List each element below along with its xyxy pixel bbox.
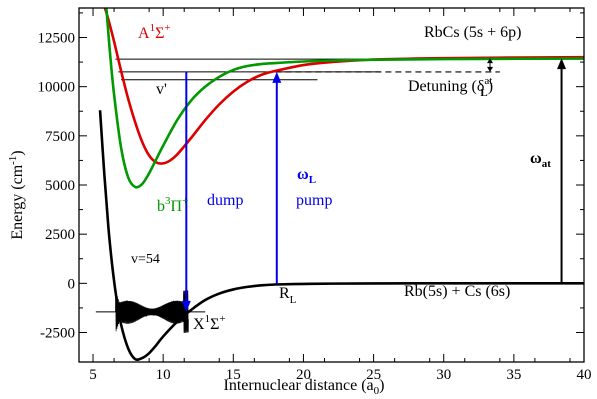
axis-ticks: 5 10 15 20 25 30 35 40 -2500 0 2500 5000 7500 10000 12… xyxy=(38,8,592,383)
state-a-label: A1Σ+ xyxy=(138,22,171,42)
x-axis-title: Internuclear distance (a0) xyxy=(224,377,385,397)
y-tick-label: 10000 xyxy=(38,80,76,96)
rl-label: RL xyxy=(279,285,297,306)
state-x-label: X1Σ+ xyxy=(193,313,226,333)
y-tick-label: -2500 xyxy=(40,326,75,342)
x-tick-label: 25 xyxy=(366,367,381,383)
dump-label: dump xyxy=(207,192,243,209)
x-tick-label: 40 xyxy=(577,367,592,383)
curves xyxy=(95,8,584,362)
state-b-label: b3Π+ xyxy=(157,195,188,215)
y-tick-label: 0 xyxy=(68,276,76,292)
omega-at-label: ωat xyxy=(530,150,551,170)
x-tick-label: 30 xyxy=(436,367,451,383)
asymptote-lower-label: Rb(5s) + Cs (6s) xyxy=(404,283,510,300)
omega-l-label: ωL xyxy=(297,166,316,186)
y-tick-label: 12500 xyxy=(38,31,76,47)
dump-arrow xyxy=(181,71,191,312)
y-tick-label: 2500 xyxy=(45,227,75,243)
x-tick-label: 5 xyxy=(89,367,97,383)
x-tick-label: 10 xyxy=(156,367,171,383)
x-tick-label: 15 xyxy=(226,367,241,383)
pump-label: pump xyxy=(296,192,332,209)
x-tick-label: 35 xyxy=(506,367,521,383)
detuning-label: Detuning (δat L) xyxy=(408,75,493,99)
y-tick-label: 5000 xyxy=(45,178,75,194)
pump-arrow xyxy=(272,71,282,284)
wavefunction-v54 xyxy=(115,290,189,333)
y-axis-title: Energy (cm-1) xyxy=(7,150,26,239)
detuning-arrow xyxy=(487,58,494,72)
omega_at-arrow xyxy=(557,58,567,284)
x-tick-label: 20 xyxy=(296,367,311,383)
vprime-label: v' xyxy=(156,81,167,98)
asymptote-upper-label: RbCs (5s + 6p) xyxy=(424,24,521,41)
v54-label: v=54 xyxy=(131,252,160,267)
plot-area xyxy=(78,7,585,363)
y-tick-label: 7500 xyxy=(45,129,75,145)
b-state-curve xyxy=(105,8,584,189)
